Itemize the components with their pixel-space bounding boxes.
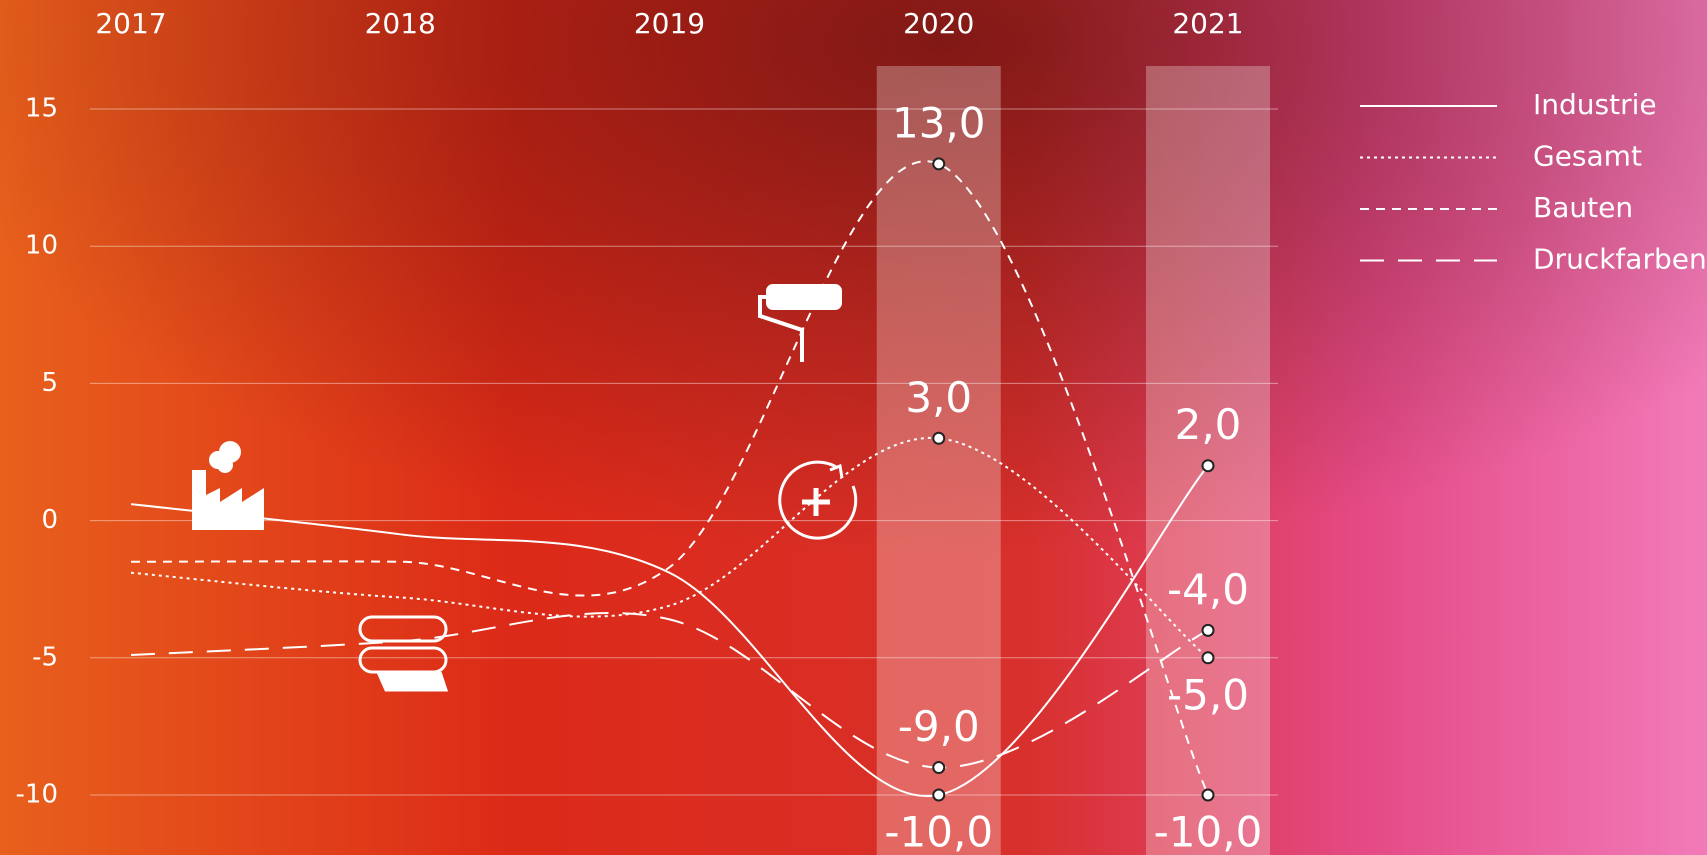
value-label: -10,0 [884,808,993,855]
y-tick-label: 5 [41,368,58,398]
legend-label: Gesamt [1533,140,1642,173]
y-tick-label: 10 [25,231,58,261]
y-tick-label: 15 [25,94,58,124]
value-label: -4,0 [1167,565,1249,614]
plus-icon [778,460,858,540]
paint-roller-icon [758,284,842,362]
data-point [1201,459,1215,473]
y-tick-label: -10 [16,780,58,810]
value-label: 13,0 [892,98,986,147]
legend-label: Industrie [1533,88,1657,121]
series-line [130,160,1209,796]
legend-label: Druckfarben [1533,243,1707,276]
x-tick-label: 2018 [365,7,436,40]
series-line [130,437,1209,659]
value-label: -9,0 [898,702,980,751]
x-tick-label: 2017 [95,7,166,40]
highlight-band [876,66,1001,855]
value-label: 3,0 [905,373,972,422]
value-label: -10,0 [1154,808,1263,855]
data-point [932,761,946,775]
series-line [130,612,1209,769]
x-tick-label: 2021 [1172,7,1243,40]
print-roller-icon [358,615,449,692]
x-tick-label: 2020 [903,7,974,40]
series-line [130,465,1209,798]
data-point [1201,651,1215,665]
factory-icon [192,441,264,530]
data-point [932,431,946,445]
y-tick-label: 0 [41,505,58,535]
legend-label: Bauten [1533,191,1633,224]
x-tick-label: 2019 [634,7,705,40]
data-point [1201,623,1215,637]
value-label: -5,0 [1167,670,1249,719]
y-tick-label: -5 [32,642,58,672]
data-point [1201,788,1215,802]
data-point [932,157,946,171]
value-label: 2,0 [1175,400,1242,449]
data-point [932,788,946,802]
